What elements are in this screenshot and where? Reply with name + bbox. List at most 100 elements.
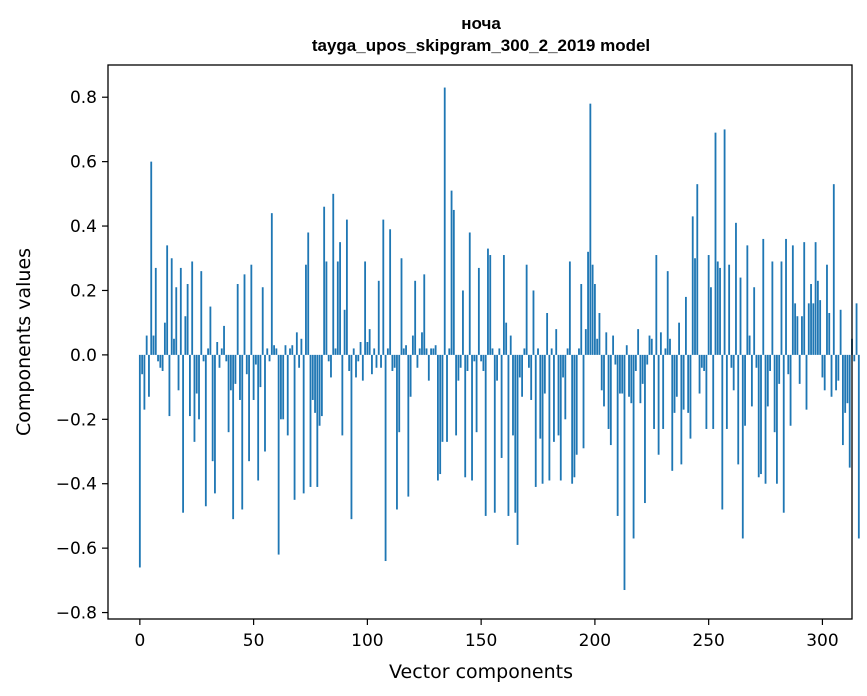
bar	[828, 313, 831, 355]
bar	[243, 274, 246, 355]
bar	[614, 354, 617, 365]
bar	[823, 354, 826, 391]
y-axis-label: Components values	[13, 248, 35, 436]
bar	[725, 354, 728, 429]
bar	[764, 354, 767, 484]
bar	[816, 280, 819, 355]
bar	[671, 354, 674, 471]
bar	[687, 354, 690, 413]
bar	[682, 354, 685, 410]
bar	[712, 354, 715, 429]
bar	[268, 354, 271, 362]
bar	[641, 354, 644, 384]
bar	[662, 354, 665, 429]
bar	[819, 300, 822, 355]
bar	[609, 354, 612, 446]
bar	[284, 345, 287, 355]
bar	[848, 354, 851, 468]
bar	[148, 354, 150, 397]
bar	[223, 325, 225, 355]
bar	[839, 309, 842, 355]
bar	[357, 354, 360, 362]
bar	[760, 354, 762, 475]
bar	[841, 354, 844, 446]
bar	[434, 345, 437, 355]
bars-group	[138, 87, 860, 591]
bar	[241, 354, 244, 510]
bar	[211, 354, 214, 462]
bar	[339, 242, 341, 355]
bar	[694, 258, 696, 355]
bar	[664, 348, 667, 355]
y-tick-label: 0.6	[70, 153, 97, 173]
bar	[593, 284, 596, 355]
bar	[562, 354, 564, 378]
bar	[341, 354, 344, 436]
bar	[459, 354, 462, 368]
bar	[655, 255, 658, 355]
bar	[666, 271, 669, 355]
bar	[295, 332, 298, 355]
bar	[807, 303, 810, 355]
x-tick-label: 50	[243, 631, 265, 651]
bar	[330, 354, 332, 378]
bar	[530, 354, 533, 400]
bar	[393, 354, 396, 368]
bar	[257, 354, 260, 481]
bar	[634, 354, 637, 371]
bar	[821, 354, 824, 378]
bar	[691, 216, 694, 355]
bar	[400, 258, 403, 355]
bar	[728, 264, 731, 355]
bar	[204, 354, 207, 507]
bar	[352, 348, 355, 355]
bar	[573, 354, 576, 478]
bar	[318, 354, 321, 426]
bar	[186, 284, 189, 355]
bar	[302, 354, 305, 494]
bar	[568, 261, 571, 355]
bar	[480, 354, 483, 362]
bar	[546, 313, 549, 355]
bar	[407, 354, 410, 497]
bar	[550, 348, 553, 355]
y-tick-label: 0.8	[70, 88, 97, 108]
bar	[689, 354, 692, 439]
bar	[425, 348, 428, 355]
bar	[564, 354, 567, 420]
bar	[473, 354, 476, 362]
bar	[741, 354, 744, 539]
bar	[152, 335, 155, 355]
bar	[286, 354, 289, 436]
bar	[507, 354, 510, 516]
bar	[753, 287, 756, 355]
bar	[502, 255, 505, 355]
bar	[516, 354, 519, 545]
bar	[423, 274, 426, 355]
bar	[805, 354, 808, 410]
bar	[487, 248, 489, 355]
bar	[464, 354, 467, 478]
bar	[555, 329, 558, 355]
bar	[707, 255, 710, 355]
bar	[177, 354, 180, 391]
bar	[189, 354, 191, 417]
bar	[730, 354, 733, 368]
bar	[327, 354, 330, 362]
bar	[443, 87, 446, 355]
bar	[239, 354, 241, 400]
bar	[414, 280, 417, 355]
bar	[416, 354, 419, 368]
bar	[273, 345, 275, 355]
bar	[446, 354, 448, 442]
bar	[291, 345, 294, 355]
bar	[591, 264, 594, 355]
bar	[621, 354, 624, 394]
bar	[368, 329, 371, 355]
bar	[202, 354, 205, 362]
bar	[143, 354, 146, 410]
bar	[812, 303, 815, 355]
bar	[632, 354, 635, 539]
bar	[587, 251, 589, 355]
bar	[432, 348, 435, 355]
